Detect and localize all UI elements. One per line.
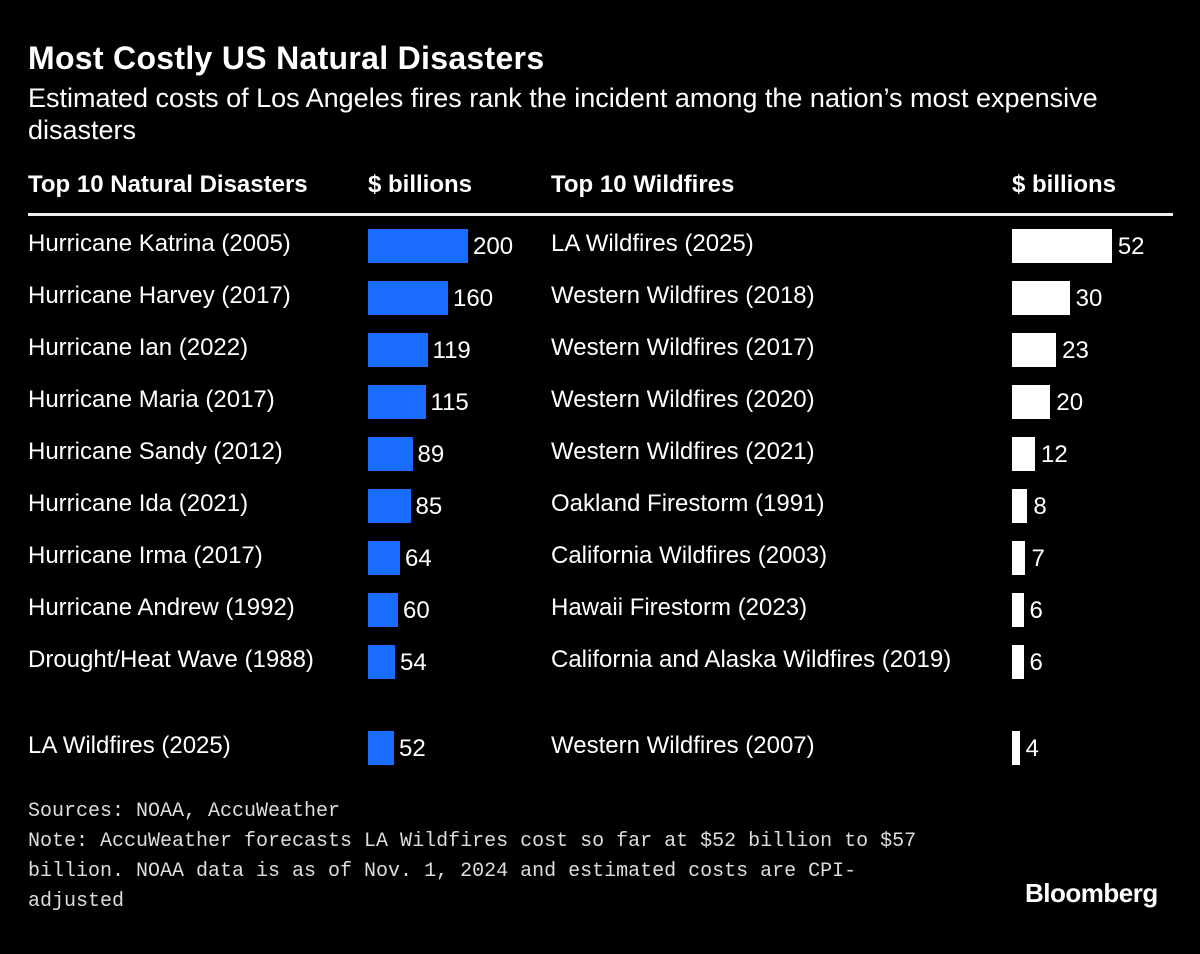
- left-value: 54: [400, 649, 427, 676]
- chart-subtitle: Estimated costs of Los Angeles fires ran…: [28, 83, 1098, 145]
- chart-title: Most Costly US Natural Disasters: [28, 40, 545, 76]
- right-bar: [1012, 731, 1020, 765]
- left-bar: [368, 489, 411, 523]
- footer: Sources: NOAA, AccuWeather Note: AccuWea…: [28, 797, 928, 917]
- right-bar: [1012, 229, 1112, 263]
- right-bar: [1012, 645, 1024, 679]
- header-billions-left: $ billions: [368, 171, 473, 198]
- left-bar: [368, 645, 395, 679]
- left-value: 85: [415, 493, 443, 520]
- left-value: 52: [399, 735, 426, 762]
- right-value: 7: [1031, 545, 1045, 572]
- right-bar: [1012, 281, 1070, 315]
- table-row: LA Wildfires (2025) 52 Western Wildfires (…: [0, 720, 1200, 772]
- left-label: Hurricane Irma (2017): [28, 542, 263, 569]
- right-label: Western Wildfires (2020): [551, 386, 815, 413]
- right-label: Western Wildfires (2018): [551, 282, 815, 309]
- header-divider: [28, 213, 1173, 216]
- right-value: 20: [1056, 389, 1084, 416]
- right-label: LA Wildfires (2025): [551, 230, 754, 257]
- left-label: Hurricane Ida (2021): [28, 490, 249, 517]
- right-bar: [1012, 437, 1036, 471]
- right-label: Hawaii Firestorm (2023): [551, 594, 808, 621]
- right-bar: [1012, 333, 1057, 367]
- header-billions-right: $ billions: [1012, 171, 1117, 198]
- left-value: 60: [403, 597, 430, 624]
- right-value: 52: [1117, 233, 1145, 260]
- right-value: 6: [1029, 649, 1043, 676]
- bloomberg-logo: Bloomberg: [1025, 878, 1158, 908]
- left-bar: [368, 281, 448, 315]
- left-label: LA Wildfires (2025): [28, 732, 231, 759]
- left-value: 115: [430, 389, 469, 416]
- left-label: Hurricane Maria (2017): [28, 386, 275, 413]
- left-bar: [368, 333, 428, 367]
- left-bar: [368, 731, 394, 765]
- note: Note: AccuWeather forecasts LA Wildfires…: [28, 830, 917, 913]
- left-label: Hurricane Harvey (2017): [28, 282, 291, 309]
- table-row: Hurricane Andrew (1992) 60 Hawaii Firestor…: [0, 582, 1200, 634]
- left-label: Hurricane Katrina (2005): [28, 230, 291, 257]
- right-label: California and Alaska Wildfires (2019): [551, 646, 952, 673]
- right-label: Western Wildfires (2021): [551, 438, 815, 465]
- right-value: 4: [1025, 735, 1040, 762]
- left-value: 160: [453, 285, 494, 312]
- right-value: 12: [1041, 441, 1068, 468]
- table-row: Hurricane Sandy (2012) 89 Western Wildfire…: [0, 426, 1200, 478]
- left-label: Drought/Heat Wave (1988): [28, 646, 314, 673]
- right-label: Western Wildfires (2007): [551, 732, 815, 759]
- left-value: 64: [405, 545, 432, 572]
- bar-rows: Hurricane Katrina (2005) 200 LA Wildfires …: [0, 218, 1200, 772]
- right-value: 6: [1029, 597, 1043, 624]
- right-label: California Wildfires (2003): [551, 542, 828, 569]
- left-label: Hurricane Ian (2022): [28, 334, 249, 361]
- table-row: Hurricane Harvey (2017) 160 Western Wildfi…: [0, 270, 1200, 322]
- header-wildfires: Top 10 Wildfires: [551, 171, 735, 198]
- right-label: Oakland Firestorm (1991): [551, 490, 825, 517]
- header-natural-disasters: Top 10 Natural Disasters: [28, 171, 308, 198]
- left-label: Hurricane Andrew (1992): [28, 594, 295, 621]
- right-bar: [1012, 489, 1028, 523]
- left-bar: [368, 437, 413, 471]
- right-bar: [1012, 541, 1026, 575]
- left-value: 89: [417, 441, 445, 468]
- left-bar: [368, 541, 400, 575]
- right-bar: [1012, 593, 1024, 627]
- table-row: Drought/Heat Wave (1988) 54 California and…: [0, 634, 1200, 720]
- left-bar: [368, 385, 426, 419]
- right-value: 8: [1033, 493, 1047, 520]
- table-row: Hurricane Irma (2017) 64 California Wildfi…: [0, 530, 1200, 582]
- left-value: 200: [473, 233, 514, 260]
- left-label: Hurricane Sandy (2012): [28, 438, 283, 465]
- table-row: Hurricane Ida (2021) 85 Oakland Firestorm …: [0, 478, 1200, 530]
- right-label: Western Wildfires (2017): [551, 334, 815, 361]
- table-row: Hurricane Maria (2017) 115 Western Wildfir…: [0, 374, 1200, 426]
- table-row: Hurricane Ian (2022) 119 Western Wildfires…: [0, 322, 1200, 374]
- sources: Sources: NOAA, AccuWeather: [28, 800, 341, 823]
- table-row: Hurricane Katrina (2005) 200 LA Wildfires …: [0, 218, 1200, 270]
- right-bar: [1012, 385, 1051, 419]
- right-value: 23: [1062, 337, 1089, 364]
- right-value: 30: [1075, 285, 1103, 312]
- left-value: 119: [432, 337, 471, 364]
- left-bar: [368, 229, 468, 263]
- left-bar: [368, 593, 398, 627]
